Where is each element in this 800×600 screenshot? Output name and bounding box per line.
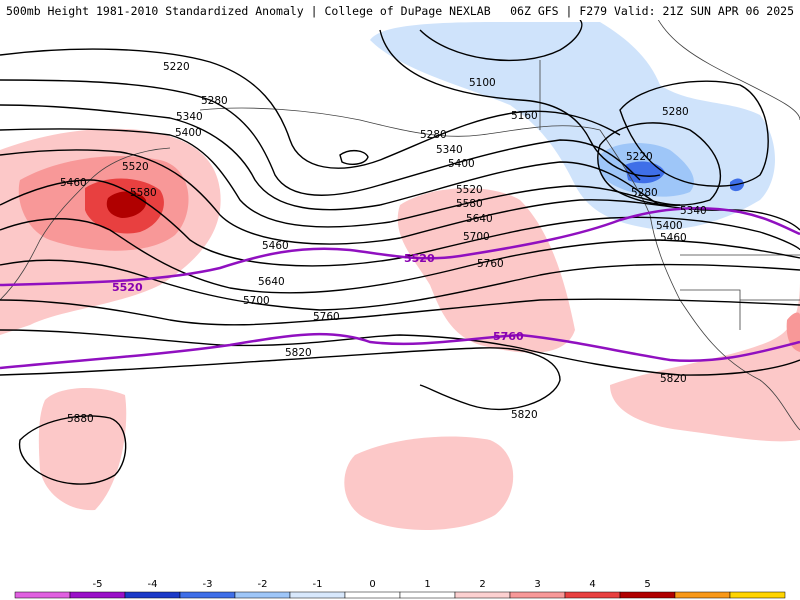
height-label: 5460 [262,240,289,252]
climatology-lines [0,207,800,370]
contour-line [379,29,661,177]
height-label: 5220 [163,61,190,73]
colorbar-cell [289,591,346,599]
height-label: 5640 [258,276,285,288]
height-label: 5700 [463,231,490,243]
contour-line [0,179,800,267]
height-label: 5400 [656,220,683,232]
colorbar-tick-label: 1 [424,579,430,590]
height-label: 5340 [436,144,463,156]
contour-line [0,259,800,311]
height-label: 5400 [175,127,202,139]
colorbar-cell [234,591,291,599]
positive-anomaly-area [344,436,514,530]
colorbar-ticks: -5 -4 -3 -2 -1 0 1 2 3 4 5 [93,579,651,590]
colorbar-tick-label: -2 [258,579,268,590]
colorbar-tick-label: 0 [369,579,375,590]
height-label: 5280 [420,129,447,141]
anomaly-shading [0,22,800,530]
colorbar-cells [14,591,786,599]
colorbar-cell [564,591,621,599]
negative-anomaly-area [625,161,665,184]
climo-5760-line [0,332,800,370]
climo-label: 5520 [404,252,435,265]
height-labels: 5220 5280 5340 5400 5460 5520 5580 5640 … [60,61,707,425]
height-label: 5100 [469,77,496,89]
height-label: 5340 [176,111,203,123]
colorbar: -5 -4 -3 -2 -1 0 1 2 3 4 5 [14,579,786,599]
height-label: 5820 [660,373,687,385]
height-label: 5460 [660,232,687,244]
colorbar-cell [674,591,731,599]
colorbar-cell [399,591,456,599]
contour-line [0,79,641,196]
height-label: 5460 [60,177,87,189]
height-label: 5280 [201,95,228,107]
map-header: 500mb Height 1981-2010 Standardized Anom… [0,0,800,20]
colorbar-tick-label: -4 [148,579,158,590]
colorbar-cell [344,591,401,599]
height-label: 5160 [511,110,538,122]
height-label: 5580 [130,187,157,199]
contour-line [0,329,800,376]
colorbar-cell [69,591,126,599]
colorbar-tick-label: 5 [644,579,650,590]
colorbar-cell [124,591,181,599]
model-valid-time: 06Z GFS | F279 Valid: 21Z SUN APR 06 202… [510,4,794,18]
height-label: 5340 [680,205,707,217]
positive-anomaly-area [38,388,127,511]
height-label: 5820 [511,409,538,421]
height-label: 5220 [626,151,653,163]
contour-line [619,80,769,187]
positive-anomaly-area [106,191,147,218]
colorbar-cell [14,591,71,599]
height-label: 5700 [243,295,270,307]
contour-line [0,128,681,228]
colorbar-cell [729,591,786,599]
contour-line [0,298,800,326]
climo-labels: 5520 5520 5760 [112,252,524,343]
colorbar-cell [179,591,236,599]
colorbar-tick-label: -5 [93,579,103,590]
contour-line [597,122,721,206]
climo-label: 5760 [493,330,524,343]
height-label: 5520 [456,184,483,196]
height-label: 5580 [456,198,483,210]
colorbar-tick-label: -3 [203,579,213,590]
positive-anomaly-area [397,188,575,353]
colorbar-cell [454,591,511,599]
height-label: 5820 [285,347,312,359]
colorbar-cell [619,591,676,599]
height-label: 5400 [448,158,475,170]
contour-line [0,48,621,169]
height-contours [0,20,800,485]
height-label: 5760 [477,258,504,270]
colorbar-tick-label: 4 [589,579,595,590]
colorbar-cell [509,591,566,599]
colorbar-tick-label: 2 [479,579,485,590]
anomaly-map: 5220 5280 5340 5400 5460 5520 5580 5640 … [0,20,800,530]
height-label: 5880 [67,413,94,425]
colorbar-tick-label: 3 [534,579,540,590]
contour-line [0,149,800,245]
colorbar-tick-label: -1 [313,579,323,590]
height-label: 5520 [122,161,149,173]
contour-line [0,104,661,211]
contour-line [18,415,127,485]
climo-label: 5520 [112,281,143,294]
height-label: 5280 [662,106,689,118]
contour-line [339,150,369,165]
height-label: 5280 [631,187,658,199]
climo-5520-line [0,207,800,287]
contour-line [419,20,583,62]
contour-line [0,218,800,294]
map-title: 500mb Height 1981-2010 Standardized Anom… [6,4,491,18]
height-label: 5640 [466,213,493,225]
contour-line [0,347,561,411]
height-label: 5760 [313,311,340,323]
